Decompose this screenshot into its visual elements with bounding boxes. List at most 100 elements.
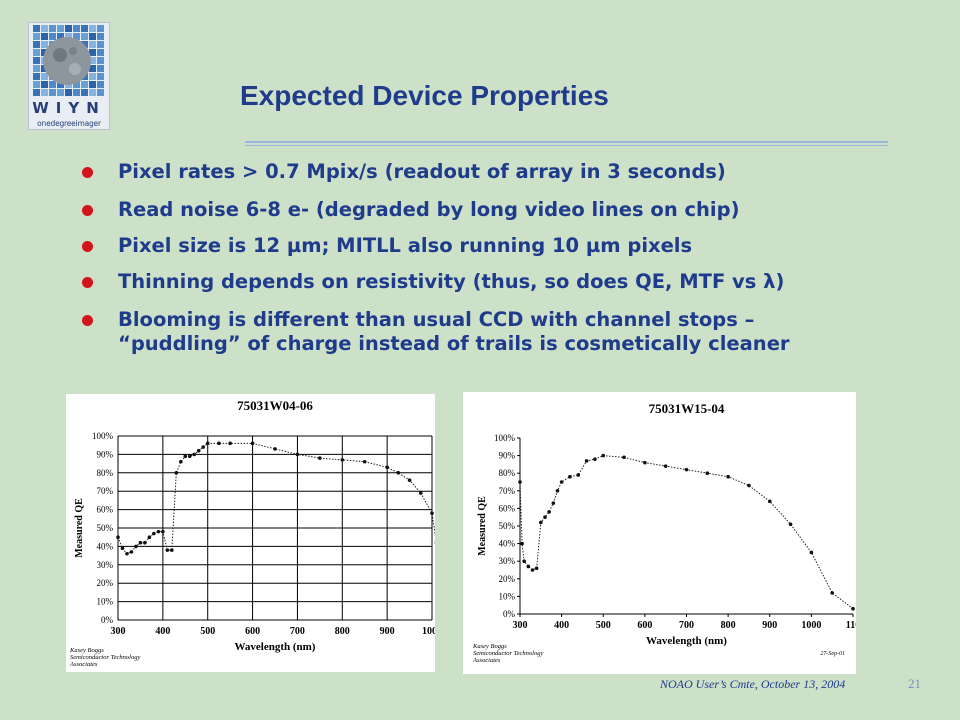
credit-text: Associates [69, 661, 98, 668]
qe-chart-w15-04-plot: 75031W15-04 0% 10% 20% 30% 40% 50% 60% 70% 80% 90%… [472, 401, 856, 664]
logo-tile [81, 33, 88, 40]
x-tick-label: 110 [846, 620, 856, 631]
x-axis-label: Wavelength (nm) [646, 635, 727, 647]
x-tick-label: 700 [290, 626, 305, 637]
data-point [396, 471, 401, 475]
logo-tile [57, 81, 64, 88]
logo-tile [57, 33, 64, 40]
logo-tile [89, 81, 96, 88]
bullet-text: Pixel rates > 0.7 Mpix/s (readout of arr… [118, 160, 726, 183]
title-divider [245, 141, 888, 143]
bullet-item: Pixel size is 12 µm; MITLL also running … [78, 234, 938, 270]
logo-tile [33, 65, 40, 72]
qe-chart-w04-06-plot: 75031W04-06 0% 10% 20% 30% 40% 50% 60% 70% 80% 90%… [69, 398, 435, 668]
credit-text: Kasey Boggs [69, 647, 104, 654]
logo-tile [81, 41, 88, 48]
bullet-dot-icon [82, 205, 93, 216]
bullet-item: Thinning depends on resistivity (thus, s… [78, 270, 938, 308]
data-point [318, 456, 322, 460]
logo-tile [65, 89, 72, 96]
logo-tile [81, 89, 88, 96]
data-point [407, 478, 412, 482]
logo-tile [89, 73, 96, 80]
data-point [179, 459, 183, 464]
logo-tile [33, 57, 40, 64]
data-point [129, 550, 134, 554]
qe-chart-w15-04: 75031W15-04 0% 10% 20% 30% 40% 50% 60% 70% 80% 90%… [463, 392, 856, 674]
page-number: 21 [908, 676, 921, 691]
logo-tile [49, 33, 56, 40]
logo-tile [33, 89, 40, 96]
bullet-dot-icon [82, 315, 93, 326]
data-point [156, 529, 161, 534]
data-point [530, 568, 535, 572]
y-tick-label: 20% [499, 574, 516, 584]
data-point [622, 455, 626, 460]
data-point [183, 454, 188, 459]
data-point [543, 515, 547, 519]
data-point [830, 591, 834, 595]
y-tick-label: 90% [499, 451, 516, 461]
data-point [430, 511, 434, 516]
y-tick-label: 0% [101, 615, 114, 625]
chart-title: 75031W15-04 [649, 401, 725, 416]
data-point [767, 499, 772, 504]
x-tick-label: 500 [200, 626, 215, 637]
bullet-item: Read noise 6-8 e- (degraded by long vide… [78, 198, 938, 234]
logo-tile [33, 81, 40, 88]
y-tick-label: 50% [97, 523, 114, 533]
bullet-list: Pixel rates > 0.7 Mpix/s (readout of arr… [78, 160, 938, 356]
x-tick-label: 500 [596, 620, 611, 631]
logo-tile [97, 65, 104, 72]
data-point [152, 531, 156, 536]
logo-tile [33, 49, 40, 56]
logo-tile [97, 41, 104, 48]
data-point [539, 520, 543, 525]
data-point [555, 489, 560, 493]
data-point [534, 566, 539, 571]
x-tick-label: 400 [554, 620, 569, 631]
logo-tile [89, 89, 96, 96]
logo-subtitle: onedegreeimager [37, 119, 101, 128]
data-point [196, 448, 201, 453]
wiyn-logo: WIYN onedegreeimager [28, 22, 110, 130]
data-point [547, 510, 551, 514]
y-tick-label: 60% [97, 505, 114, 515]
y-tick-label: 50% [499, 521, 516, 531]
x-tick-label: 900 [762, 620, 777, 631]
x-tick-label: 800 [721, 620, 736, 631]
y-tick-label: 20% [97, 578, 114, 588]
data-point [362, 459, 367, 464]
data-point [559, 480, 564, 484]
bullet-item: Pixel rates > 0.7 Mpix/s (readout of arr… [78, 160, 938, 198]
data-point [340, 458, 345, 462]
bullet-text: Blooming is different than usual CCD wit… [118, 308, 755, 331]
logo-tile [41, 73, 48, 80]
slide-title: Expected Device Properties [240, 80, 609, 111]
logo-tile [97, 49, 104, 56]
logo-tile [41, 25, 48, 32]
data-point [228, 441, 232, 446]
logo-tile [65, 33, 72, 40]
y-tick-label: 100% [92, 431, 114, 441]
logo-tile [73, 25, 80, 32]
data-point [161, 529, 165, 534]
logo-tile [41, 81, 48, 88]
logo-tile [57, 25, 64, 32]
x-tick-label: 1000 [801, 620, 821, 631]
logo-tile [33, 25, 40, 32]
data-point [788, 522, 793, 527]
data-point [568, 474, 572, 479]
logo-tile [89, 65, 96, 72]
y-axis-label: Measured QE [74, 498, 85, 558]
logo-grid-icon [33, 25, 104, 96]
x-tick-label: 1000 [422, 626, 435, 637]
x-tick-label: 300 [513, 620, 528, 631]
data-point [522, 559, 526, 563]
x-axis-label: Wavelength (nm) [235, 641, 316, 653]
y-tick-label: 30% [499, 556, 516, 566]
bullet-item: Blooming is different than usual CCD wit… [78, 308, 938, 356]
data-point [201, 445, 206, 449]
data-point [170, 548, 174, 552]
data-point [174, 471, 179, 475]
